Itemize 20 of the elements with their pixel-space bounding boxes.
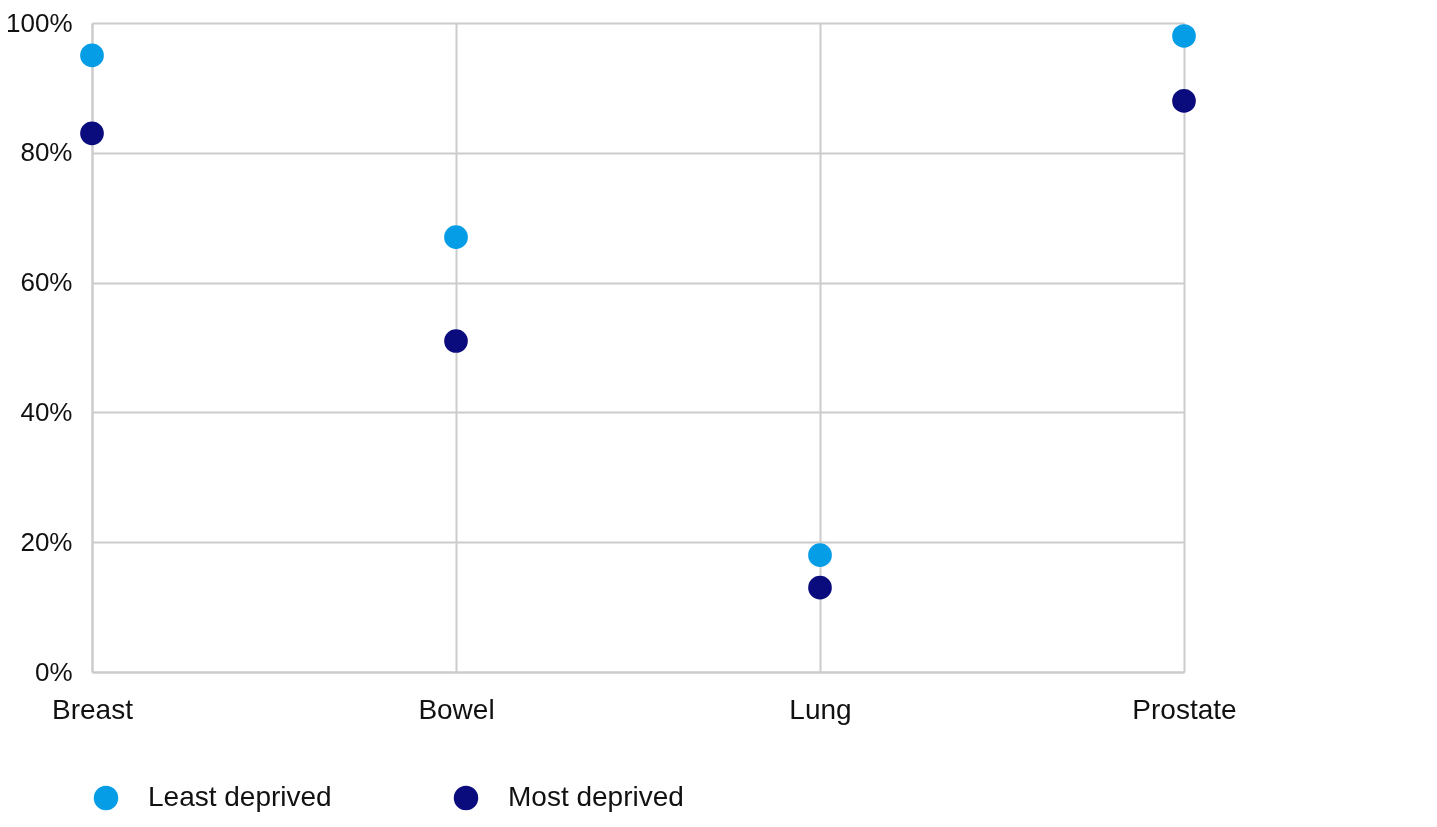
x-tick-label: Prostate bbox=[1132, 693, 1237, 725]
legend-label: Most deprived bbox=[508, 781, 684, 812]
x-tick-label: Lung bbox=[789, 693, 852, 725]
x-tick-label: Bowel bbox=[418, 693, 495, 725]
y-tick-label: 80% bbox=[20, 137, 73, 168]
point bbox=[808, 543, 832, 567]
point bbox=[444, 225, 468, 249]
legend-label: Least deprived bbox=[148, 781, 332, 812]
y-tick-label: 20% bbox=[20, 526, 73, 557]
point bbox=[80, 43, 104, 68]
y-tick-label: 0% bbox=[34, 656, 73, 687]
x-tick-label: Breast bbox=[52, 693, 134, 725]
point bbox=[808, 575, 832, 600]
point bbox=[444, 329, 468, 353]
point bbox=[80, 121, 104, 146]
y-tick-label: 40% bbox=[20, 396, 73, 427]
y-tick-label: 100% bbox=[6, 7, 73, 38]
point bbox=[1172, 89, 1196, 113]
point bbox=[1172, 24, 1196, 48]
y-tick-label: 60% bbox=[20, 267, 73, 298]
